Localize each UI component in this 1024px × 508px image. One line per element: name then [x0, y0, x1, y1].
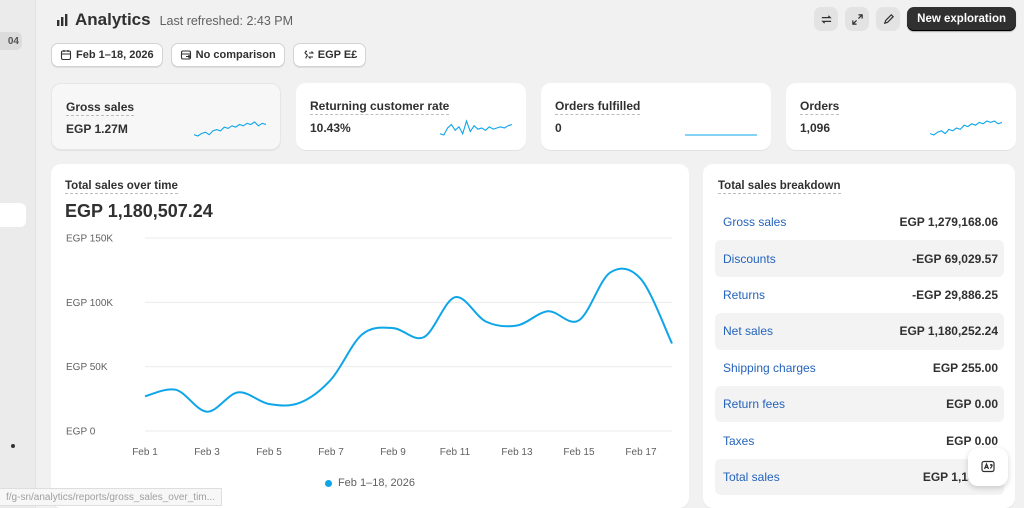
- edit-button[interactable]: [876, 7, 901, 31]
- sparkline: [194, 121, 266, 137]
- rail-dot-icon[interactable]: [11, 444, 15, 448]
- kpi-card-orders[interactable]: Orders 1,096: [786, 83, 1016, 150]
- translate-icon: [981, 460, 995, 473]
- pencil-icon: [883, 13, 894, 24]
- x-tick-label: Feb 5: [256, 447, 282, 458]
- breakdown-value: EGP 255.00: [932, 360, 998, 375]
- y-tick-label: EGP 0: [66, 427, 96, 438]
- filter-label: No comparison: [195, 49, 276, 61]
- kpi-label: Orders: [800, 99, 840, 115]
- breakdown-row-net-sales: Net sales EGP 1,180,252.24: [715, 313, 1004, 350]
- breakdown-link[interactable]: Return fees: [723, 397, 786, 412]
- chart-title: Total sales over time: [65, 180, 178, 194]
- fullscreen-button[interactable]: [845, 7, 870, 31]
- kpi-label: Gross sales: [66, 100, 135, 116]
- breakdown-value: -EGP 29,886.25: [912, 287, 998, 302]
- line-chart: EGP 0 EGP 50K EGP 100K EGP 150K Feb 1 Feb 3 Fe…: [66, 234, 673, 458]
- breakdown-row-return-fees: Return fees EGP 0.00: [715, 385, 1004, 423]
- total-sales-chart-card: EGP 0 EGP 50K EGP 100K EGP 150K Feb 1 Feb 3 Fe…: [51, 164, 689, 508]
- x-tick-label: Feb 7: [318, 447, 344, 458]
- x-tick-label: Feb 3: [194, 447, 220, 458]
- legend-swatch: [324, 479, 332, 487]
- date-range-filter[interactable]: Feb 1–18, 2026: [51, 43, 163, 67]
- rail-badge: 04: [0, 32, 22, 50]
- y-tick-label: EGP 100K: [66, 298, 113, 309]
- breakdown-value: EGP 1,279,168.06: [899, 215, 998, 230]
- kpi-label: Orders fulfilled: [555, 99, 641, 115]
- breakdown-row-gross-sales: Gross sales EGP 1,279,168.06: [715, 204, 1004, 240]
- breakdown-row-shipping-charges: Shipping charges EGP 255.00: [715, 350, 1004, 386]
- sparkline: [440, 119, 512, 136]
- refresh-button[interactable]: [814, 7, 839, 31]
- kpi-row: Gross sales EGP 1.27M Returning customer…: [51, 83, 1016, 150]
- chart-legend: Feb 1–18, 2026: [51, 477, 689, 489]
- header-actions: New exploration: [814, 7, 1016, 31]
- breakdown-link[interactable]: Taxes: [723, 433, 755, 448]
- breakdown-value: EGP 0.00: [946, 397, 998, 412]
- floating-assistant-button[interactable]: [968, 448, 1008, 486]
- x-tick-label: Feb 1: [132, 447, 158, 458]
- filter-label: EGP E£: [317, 49, 358, 61]
- breakdown-link[interactable]: Total sales: [723, 469, 780, 484]
- y-tick-label: EGP 50K: [66, 362, 108, 373]
- x-tick-label: Feb 17: [625, 447, 657, 458]
- breakdown-link[interactable]: Discounts: [723, 251, 776, 266]
- comparison-filter[interactable]: No comparison: [170, 43, 285, 67]
- x-tick-label: Feb 13: [501, 447, 533, 458]
- breakdown-table: Gross sales EGP 1,279,168.06 Discounts -…: [715, 204, 1004, 496]
- sparkline-path: [440, 119, 512, 136]
- breakdown-value: EGP 0.00: [946, 433, 998, 448]
- expand-icon: [851, 13, 863, 25]
- left-nav-rail: 04: [0, 0, 36, 508]
- sparkline: [930, 120, 1002, 136]
- filter-label: Feb 1–18, 2026: [76, 49, 154, 61]
- breakdown-link[interactable]: Shipping charges: [723, 360, 816, 375]
- new-exploration-button[interactable]: New exploration: [907, 7, 1016, 31]
- sparkline: [685, 134, 757, 136]
- x-tick-label: Feb 11: [440, 447, 471, 458]
- sparkline-path: [194, 121, 266, 137]
- analytics-icon: [57, 14, 68, 26]
- chart-headline-value: EGP 1,180,507.24: [65, 201, 213, 221]
- legend-label: Feb 1–18, 2026: [337, 477, 416, 489]
- last-refreshed: Last refreshed: 2:43 PM: [159, 14, 293, 28]
- breakdown-title: Total sales breakdown: [718, 180, 841, 194]
- refresh-icon: [821, 14, 832, 24]
- breakdown-link[interactable]: Returns: [723, 287, 766, 302]
- breakdown-row-taxes: Taxes EGP 0.00: [715, 422, 1004, 458]
- kpi-value: 1,096: [800, 121, 831, 135]
- breakdown-row-total-sales: Total sales EGP 1,180,50: [715, 458, 1004, 496]
- breakdown-value: -EGP 69,029.57: [912, 251, 998, 266]
- rail-active-item[interactable]: [0, 203, 26, 227]
- filter-bar: Feb 1–18, 2026 No comparison EGP E£: [51, 43, 367, 67]
- calendar-icon: [60, 50, 72, 61]
- kpi-card-returning-customer-rate[interactable]: Returning customer rate 10.43%: [296, 83, 526, 150]
- breakdown-row-returns: Returns -EGP 29,886.25: [715, 277, 1004, 313]
- currency-icon: [304, 50, 314, 59]
- x-tick-label: Feb 9: [380, 447, 406, 458]
- kpi-label: Returning customer rate: [310, 99, 450, 115]
- series-line: [144, 267, 673, 413]
- breakdown-value: EGP 1,180,252.24: [899, 324, 998, 339]
- breakdown-row-discounts: Discounts -EGP 69,029.57: [715, 240, 1004, 277]
- kpi-value: EGP 1.27M: [66, 122, 128, 136]
- kpi-value: 10.43%: [310, 121, 351, 135]
- breakdown-link[interactable]: Net sales: [723, 324, 774, 339]
- compare-icon: [180, 50, 191, 60]
- breakdown-link[interactable]: Gross sales: [723, 215, 787, 230]
- x-tick-label: Feb 15: [563, 447, 595, 458]
- sparkline-path: [930, 120, 1002, 136]
- sales-breakdown-card: Total sales breakdown Gross sales EGP 1,…: [703, 164, 1015, 508]
- currency-filter[interactable]: EGP E£: [292, 43, 367, 67]
- kpi-value: 0: [555, 121, 562, 135]
- kpi-card-orders-fulfilled[interactable]: Orders fulfilled 0: [541, 83, 771, 150]
- kpi-card-gross-sales[interactable]: Gross sales EGP 1.27M: [51, 83, 281, 150]
- page-title: Analytics: [75, 10, 151, 29]
- page-header: Analytics Last refreshed: 2:43 PM: [56, 8, 293, 32]
- status-bar-url: f/g-sn/analytics/reports/gross_sales_ove…: [0, 488, 222, 506]
- y-tick-label: EGP 150K: [66, 234, 113, 245]
